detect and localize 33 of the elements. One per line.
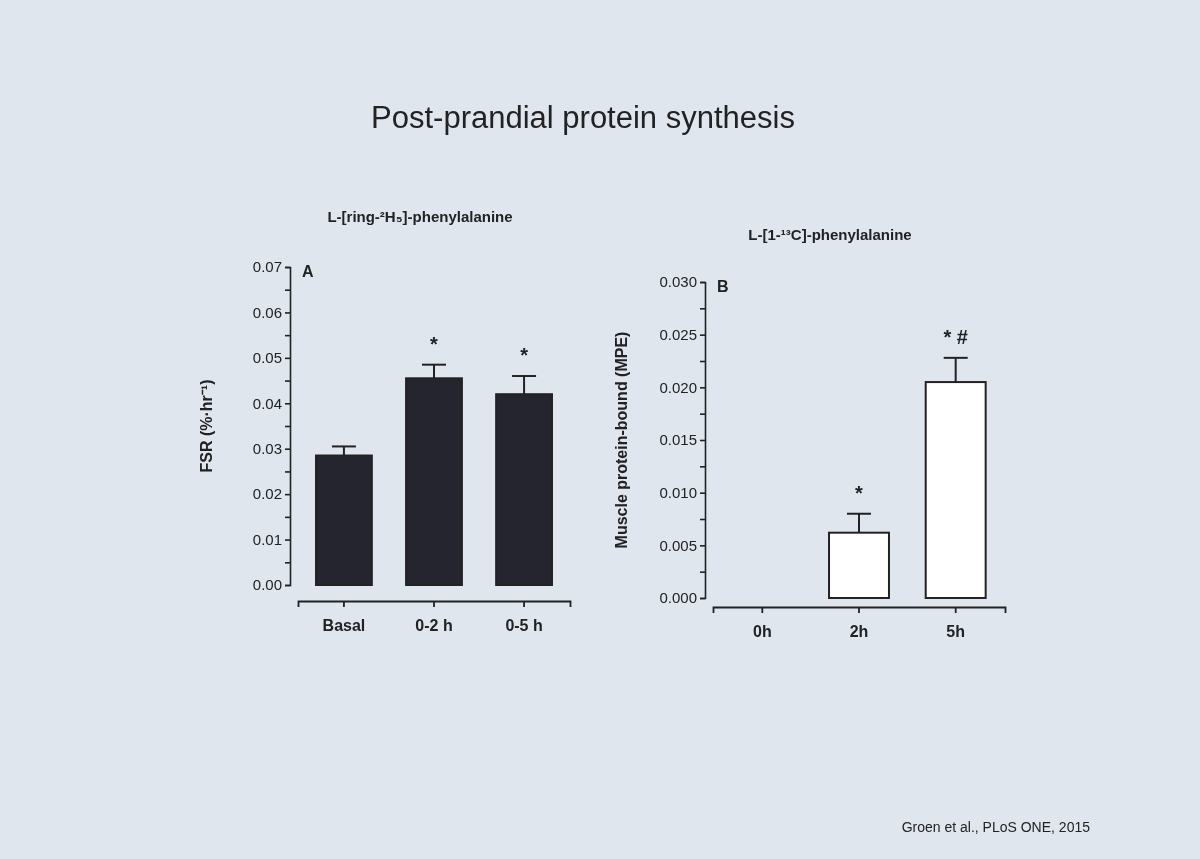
annotation: * <box>520 344 529 367</box>
chart-subtitle: L-[1-¹³C]-phenylalanine <box>748 226 912 243</box>
x-tick-label: 5h <box>946 622 966 640</box>
y-tick-label: 0.06 <box>252 303 282 321</box>
x-tick-label: 2h <box>849 622 869 640</box>
annotation: * <box>855 481 864 504</box>
annotation: A <box>302 263 314 280</box>
chart-subtitle: L-[ring-²H₅]-phenylalanine <box>327 208 513 225</box>
y-axis-title: FSR (%·hr⁻¹) <box>198 379 215 473</box>
y-tick-label: 0.01 <box>252 530 282 548</box>
y-tick-label: 0.07 <box>252 258 282 276</box>
y-tick-label: 0.00 <box>252 576 282 594</box>
x-tick-label: Basal <box>322 616 366 634</box>
chart-title: Post-prandial protein synthesis <box>371 100 795 135</box>
y-tick-label: 0.03 <box>252 440 282 458</box>
y-tick-label: 0.05 <box>252 349 282 367</box>
y-tick-label: 0.020 <box>659 378 697 396</box>
y-tick-label: 0.04 <box>252 394 282 412</box>
y-tick-label: 0.005 <box>659 536 697 554</box>
y-tick-label: 0.025 <box>659 325 697 343</box>
annotation: * <box>430 332 439 355</box>
y-tick-label: 0.010 <box>659 483 697 501</box>
y-tick-label: 0.015 <box>659 431 697 449</box>
y-axis-title: Muscle protein-bound (MPE) <box>613 331 630 549</box>
y-tick-label: 0.030 <box>659 273 697 291</box>
annotation: * # <box>943 325 968 348</box>
y-tick-label: 0.02 <box>252 485 282 503</box>
y-tick-label: 0.000 <box>659 589 697 607</box>
x-tick-label: 0-2 h <box>415 616 453 634</box>
annotation: B <box>717 278 729 295</box>
text: Groen et al., PLoS ONE, 2015 <box>901 819 1091 835</box>
x-tick-label: 0-5 h <box>505 616 543 634</box>
x-tick-label: 0h <box>752 622 772 640</box>
